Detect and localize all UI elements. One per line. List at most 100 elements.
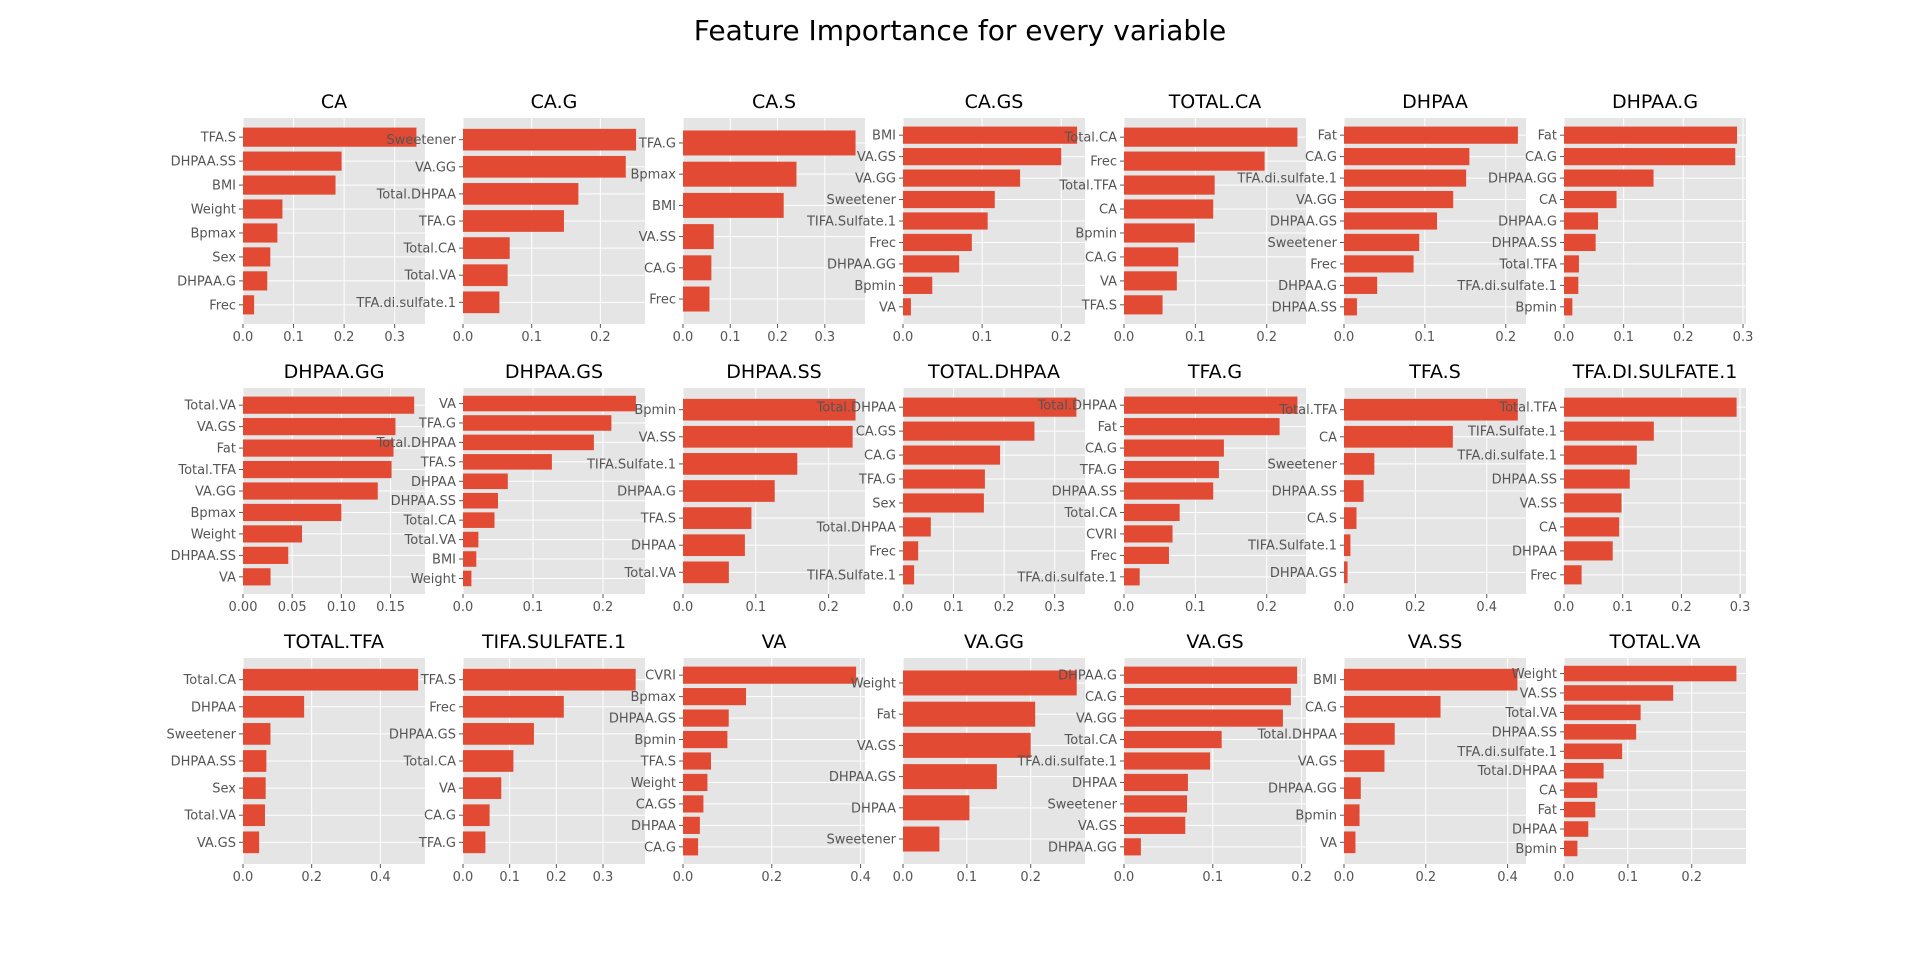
bar	[683, 773, 708, 792]
y-tick-label: VA.GG	[855, 172, 896, 187]
bar	[1124, 223, 1195, 243]
y-tick-label: DHPAA.GG	[1488, 172, 1557, 187]
bar	[1564, 397, 1737, 417]
y-tick-label: DHPAA	[851, 801, 896, 816]
x-tick-label: 0.2	[818, 600, 839, 615]
bar	[243, 396, 415, 414]
bar	[1564, 724, 1637, 740]
x-tick-label: 0.0	[893, 870, 914, 885]
x-tick-label: 0.0	[673, 600, 694, 615]
bar	[463, 128, 637, 151]
bar	[1344, 148, 1470, 166]
y-tick-label: DHPAA.SS	[171, 755, 236, 770]
bar	[243, 223, 278, 243]
bar	[1124, 730, 1222, 749]
bar	[463, 551, 477, 567]
y-tick-label: Sex	[212, 250, 236, 265]
y-tick-label: DHPAA.SS	[171, 549, 236, 564]
x-tick-label: 0.1	[1202, 870, 1223, 885]
bar	[1344, 695, 1441, 718]
y-tick-label: TFA.S	[420, 673, 456, 688]
bar	[243, 460, 392, 479]
subplot-title: TOTAL.VA	[1608, 631, 1700, 653]
bar	[1564, 469, 1630, 489]
bar	[243, 127, 417, 147]
bar	[683, 425, 853, 448]
x-tick-label: 0.0	[453, 330, 474, 345]
bar	[463, 291, 500, 314]
y-tick-label: Sweetener	[826, 833, 896, 848]
y-tick-label: DHPAA.GS	[389, 727, 456, 742]
bar	[243, 199, 283, 219]
bar	[463, 434, 594, 451]
y-tick-label: Frec	[429, 700, 456, 715]
bar	[903, 493, 984, 513]
y-tick-label: Bpmax	[631, 168, 677, 183]
bar	[683, 224, 714, 250]
bar	[243, 175, 336, 195]
y-tick-label: CA	[1099, 203, 1117, 218]
y-tick-label: DHPAA	[1512, 544, 1557, 559]
y-tick-label: TFA.di.sulfate.1	[1456, 279, 1557, 294]
y-tick-label: CA.G	[864, 449, 896, 464]
bar	[1344, 723, 1395, 745]
bar	[463, 415, 612, 431]
y-tick-label: Sweetener	[1047, 797, 1117, 812]
subplot-dhpaa-ss: 0.0 0.1 0.2 Bpmin VA.SS TIFA.Sulfate.1 DHPAA.G…	[586, 361, 865, 615]
y-tick-label: DHPAA.G	[177, 274, 236, 289]
bar	[1564, 743, 1623, 760]
x-tick-label: 0.1	[1618, 870, 1639, 885]
y-tick-label: TFA.di.sulfate.1	[355, 296, 456, 311]
bar	[1564, 565, 1582, 585]
bar	[1344, 804, 1360, 827]
bar	[683, 534, 745, 557]
bar	[683, 192, 784, 218]
x-tick-label: 0.0	[893, 330, 914, 345]
y-tick-label: Total.CA	[1064, 506, 1118, 521]
bar	[1124, 666, 1298, 684]
y-tick-label: Total.CA	[403, 755, 457, 770]
y-tick-label: DHPAA.GS	[1270, 215, 1337, 230]
y-tick-label: Bpmin	[1515, 300, 1557, 315]
x-tick-label: 0.0	[1554, 600, 1575, 615]
y-tick-label: Total.DHPAA	[376, 187, 457, 202]
bar	[903, 212, 988, 230]
y-tick-label: Total.CA	[403, 514, 457, 529]
bar	[1564, 821, 1589, 837]
x-tick-label: 0.1	[283, 330, 304, 345]
y-tick-label: VA	[879, 300, 896, 315]
x-tick-label: 0.4	[850, 870, 871, 885]
bar	[903, 670, 1077, 696]
subplot-title: DHPAA.SS	[726, 361, 822, 383]
y-tick-label: VA	[219, 570, 236, 585]
y-tick-label: CA.G	[424, 809, 456, 824]
x-tick-label: 0.1	[957, 870, 978, 885]
y-tick-label: DHPAA.GS	[1270, 566, 1337, 581]
bar	[1564, 704, 1641, 721]
y-tick-label: DHPAA.SS	[171, 155, 236, 170]
y-tick-label: TFA.di.sulfate.1	[1236, 172, 1337, 187]
y-tick-label: VA.GG	[1076, 712, 1117, 727]
bar	[1564, 801, 1596, 818]
bar	[1344, 750, 1385, 772]
bar	[1564, 665, 1737, 682]
y-tick-label: Frec	[1090, 549, 1117, 564]
y-tick-label: DHPAA	[631, 539, 676, 554]
bar	[1124, 816, 1186, 834]
subplot-title: VA.SS	[1408, 631, 1463, 653]
y-tick-label: VA.GS	[1078, 819, 1117, 834]
x-tick-label: 0.2	[994, 600, 1015, 615]
x-tick-label: 0.10	[327, 600, 356, 615]
bar	[903, 298, 911, 316]
bar	[463, 804, 490, 827]
x-tick-label: 0.1	[1612, 600, 1633, 615]
y-tick-label: DHPAA.G	[1058, 669, 1117, 684]
subplot-title: CA.S	[752, 91, 796, 113]
bar	[463, 473, 508, 490]
x-tick-label: 0.2	[767, 330, 788, 345]
y-tick-label: DHPAA.GG	[1268, 782, 1337, 797]
y-tick-label: Weight	[191, 203, 236, 218]
y-tick-label: VA.SS	[1520, 686, 1557, 701]
y-tick-label: VA.GG	[1296, 193, 1337, 208]
x-tick-label: 0.3	[1044, 600, 1065, 615]
